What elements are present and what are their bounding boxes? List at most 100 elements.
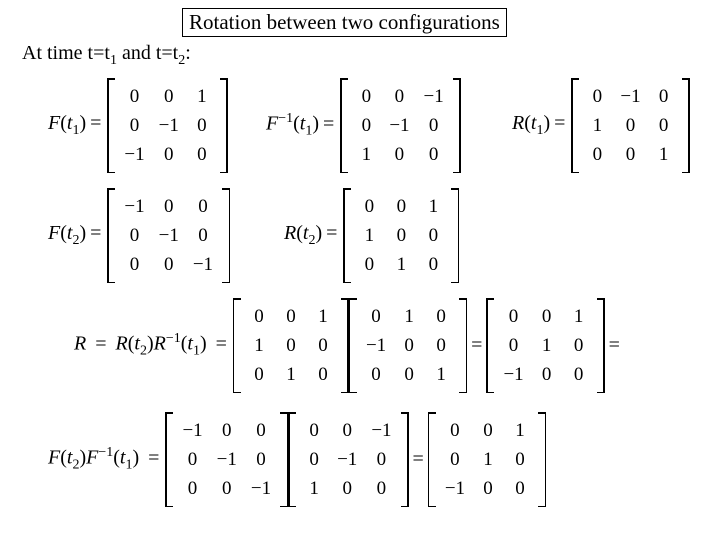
matrix-cell: 0: [385, 221, 417, 250]
matrix-cell: 1: [353, 221, 385, 250]
matrix-FFR: 001010−100: [428, 412, 546, 507]
matrix-cell: 0: [438, 445, 472, 474]
matrix-cell: 0: [152, 192, 186, 221]
matrix-cell: 0: [581, 82, 613, 111]
matrix-cell: 0: [563, 360, 595, 389]
matrix-cell: 1: [385, 250, 417, 279]
matrix-cell: 0: [531, 302, 563, 331]
matrix-cell: 0: [472, 416, 504, 445]
matrix-cell: 1: [275, 360, 307, 389]
matrix-cell: 0: [364, 445, 398, 474]
lhs-Ft1: F(t1)=: [48, 112, 105, 139]
matrix-cell: 1: [186, 82, 218, 111]
matrix-cell: 0: [382, 140, 416, 169]
intro-suffix: :: [185, 42, 191, 64]
matrix-cell: 0: [359, 360, 393, 389]
matrix-cell: 0: [275, 302, 307, 331]
matrix-cell: 0: [496, 302, 530, 331]
matrix-cell: 0: [393, 360, 425, 389]
matrix-cell: 0: [613, 111, 647, 140]
intro-mid: and t=t: [117, 42, 178, 64]
matrix-cell: 0: [425, 331, 457, 360]
lhs-Rt2: R(t2)=: [284, 222, 341, 249]
matrix-cell: 1: [425, 360, 457, 389]
eq-Ft2: F(t2)= −1000−1000−1: [48, 188, 230, 283]
eq-Finvt1: F−1(t1)= 00−10−10100: [266, 78, 461, 173]
matrix-cell: 0: [364, 474, 398, 503]
title-text: Rotation between two configurations: [189, 10, 500, 34]
matrix-cell: 0: [417, 140, 451, 169]
matrix-cell: 0: [244, 445, 278, 474]
matrix-cell: −1: [210, 445, 244, 474]
matrix-cell: 1: [648, 140, 680, 169]
matrix-cell: 0: [186, 140, 218, 169]
matrix-cell: 0: [393, 331, 425, 360]
matrix-cell: 0: [417, 111, 451, 140]
matrix-cell: 0: [563, 331, 595, 360]
matrix-cell: 0: [275, 331, 307, 360]
matrix-cell: 0: [417, 221, 449, 250]
matrix-cell: 0: [350, 111, 382, 140]
matrix-cell: 0: [385, 192, 417, 221]
matrix-cell: 0: [581, 140, 613, 169]
matrix-cell: 0: [472, 474, 504, 503]
matrix-cell: −1: [175, 416, 209, 445]
matrix-cell: 0: [152, 82, 186, 111]
matrix-cell: −1: [117, 192, 151, 221]
matrix-cell: −1: [186, 250, 220, 279]
matrix-Rt2-b: 001100010: [233, 298, 349, 393]
matrix-cell: 0: [298, 445, 330, 474]
matrix-cell: 0: [438, 416, 472, 445]
matrix-cell: 1: [581, 111, 613, 140]
matrix-cell: −1: [152, 221, 186, 250]
matrix-cell: 1: [417, 192, 449, 221]
lhs-Rproduct: R = R(t2)R−1(t1) =: [74, 331, 231, 360]
matrix-cell: 0: [350, 82, 382, 111]
eq-FFproduct: F(t2)F−1(t1) = −1000−1000−1 00−10−10100 …: [48, 412, 546, 507]
matrix-cell: 0: [186, 221, 220, 250]
matrix-cell: 0: [330, 416, 364, 445]
matrix-cell: 0: [186, 111, 218, 140]
eq-Rproduct: R = R(t2)R−1(t1) = 001100010 010−100001 …: [74, 298, 624, 393]
matrix-cell: 0: [417, 250, 449, 279]
page-title: Rotation between two configurations: [182, 8, 507, 37]
matrix-cell: −1: [438, 474, 472, 503]
matrix-cell: 0: [186, 192, 220, 221]
matrix-cell: 0: [307, 360, 339, 389]
matrix-cell: 1: [307, 302, 339, 331]
matrix-cell: 0: [175, 445, 209, 474]
matrix-cell: 0: [353, 192, 385, 221]
matrix-cell: −1: [359, 331, 393, 360]
matrix-cell: −1: [364, 416, 398, 445]
matrix-Rt1: 0−10100001: [571, 78, 689, 173]
matrix-cell: 1: [472, 445, 504, 474]
matrix-cell: 0: [210, 474, 244, 503]
matrix-cell: 0: [117, 250, 151, 279]
matrix-cell: 0: [648, 82, 680, 111]
matrix-cell: 1: [504, 416, 536, 445]
matrix-cell: 0: [243, 360, 275, 389]
matrix-Finvt1: 00−10−10100: [340, 78, 460, 173]
matrix-cell: 1: [298, 474, 330, 503]
matrix-Ft2: −1000−1000−1: [107, 188, 230, 283]
lhs-Ft2: F(t2)=: [48, 222, 105, 249]
matrix-FFB: 00−10−10100: [288, 412, 408, 507]
matrix-Ft1: 0010−10−100: [107, 78, 227, 173]
matrix-cell: 0: [382, 82, 416, 111]
matrix-Rt2: 001100010: [343, 188, 459, 283]
matrix-cell: 0: [648, 111, 680, 140]
matrix-cell: 0: [298, 416, 330, 445]
intro-line: At time t=t1 and t=t2:: [22, 42, 191, 69]
lhs-Rt1: R(t1)=: [512, 112, 569, 139]
lhs-FFproduct: F(t2)F−1(t1) =: [48, 445, 163, 474]
eq-Ft1: F(t1)= 0010−10−100: [48, 78, 228, 173]
matrix-FFA: −1000−1000−1: [165, 412, 288, 507]
matrix-Rt1inv: 010−100001: [349, 298, 467, 393]
matrix-cell: 0: [117, 82, 151, 111]
matrix-cell: −1: [152, 111, 186, 140]
matrix-cell: 0: [504, 474, 536, 503]
matrix-cell: 0: [613, 140, 647, 169]
matrix-cell: −1: [417, 82, 451, 111]
matrix-cell: −1: [382, 111, 416, 140]
matrix-cell: 0: [117, 221, 151, 250]
